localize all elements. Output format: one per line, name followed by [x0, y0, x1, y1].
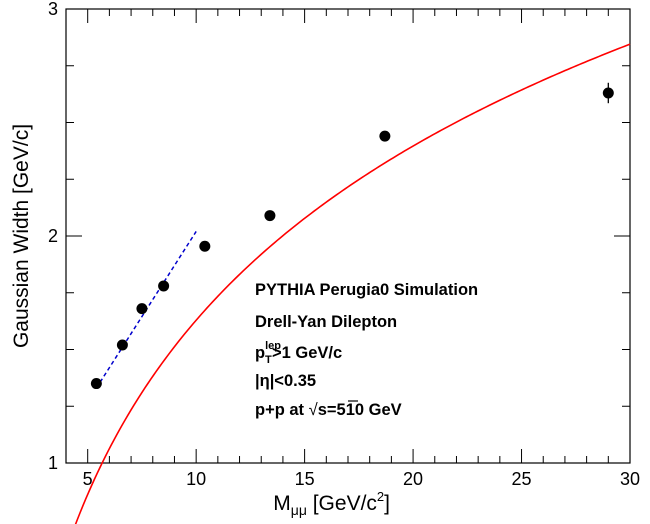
annotation-simulation: PYTHIA Perugia0 Simulation	[255, 281, 478, 299]
data-point	[116, 339, 128, 351]
x-tick-labels: 5 10 15 20 25 30	[83, 469, 640, 489]
axis-ticks	[65, 8, 631, 464]
x-axis-title-main: M	[273, 492, 291, 515]
y-axis-title: Gaussian Width [GeV/c]	[10, 124, 33, 348]
x-tick-label: 10	[186, 469, 206, 489]
annotation-energy: p+p at √s=510 GeV	[255, 401, 402, 419]
x-axis-title-unit-sup: 2	[377, 489, 384, 504]
annotation-pt-sub: T	[265, 354, 272, 366]
data-point	[136, 303, 148, 315]
data-point	[158, 280, 170, 292]
annotation-pt-sup: lep	[265, 340, 281, 352]
x-tick-label: 25	[512, 469, 532, 489]
y-tick-labels: 1 2 3	[48, 0, 58, 473]
x-tick-label: 15	[295, 469, 315, 489]
annotation-energy-s: s	[318, 401, 327, 419]
x-axis-title-sub: μμ	[291, 502, 307, 518]
annotation-process: Drell-Yan Dilepton	[255, 313, 397, 331]
annotation-pt-p: p	[255, 344, 265, 362]
x-axis-title: Mμμ [GeV/c2]	[273, 489, 390, 518]
annotation-eta-cut: |η|<0.35	[255, 372, 316, 390]
data-point	[199, 240, 211, 252]
annotation-energy-pre: p+p at	[255, 401, 309, 419]
annotation-energy-sqrt: √	[309, 401, 319, 419]
data-point	[90, 378, 102, 390]
y-tick-label: 2	[48, 226, 58, 246]
x-tick-label: 5	[83, 469, 93, 489]
data-points	[90, 82, 614, 390]
annotation-pt-cut: plep T>1 GeV/c	[255, 340, 342, 366]
x-tick-label: 30	[620, 469, 640, 489]
annotation-energy-post: =510 GeV	[327, 401, 402, 419]
y-tick-label: 3	[48, 0, 58, 19]
x-axis-title-unit-end: ]	[384, 492, 390, 515]
fit-curve	[74, 43, 631, 524]
data-point	[379, 130, 391, 142]
y-tick-label: 1	[48, 453, 58, 473]
x-tick-label: 20	[403, 469, 423, 489]
data-point	[602, 87, 614, 99]
annotation-pt-rest: >1 GeV/c	[272, 344, 342, 362]
data-point	[264, 210, 276, 222]
x-axis-title-unit: [GeV/c	[307, 492, 377, 515]
